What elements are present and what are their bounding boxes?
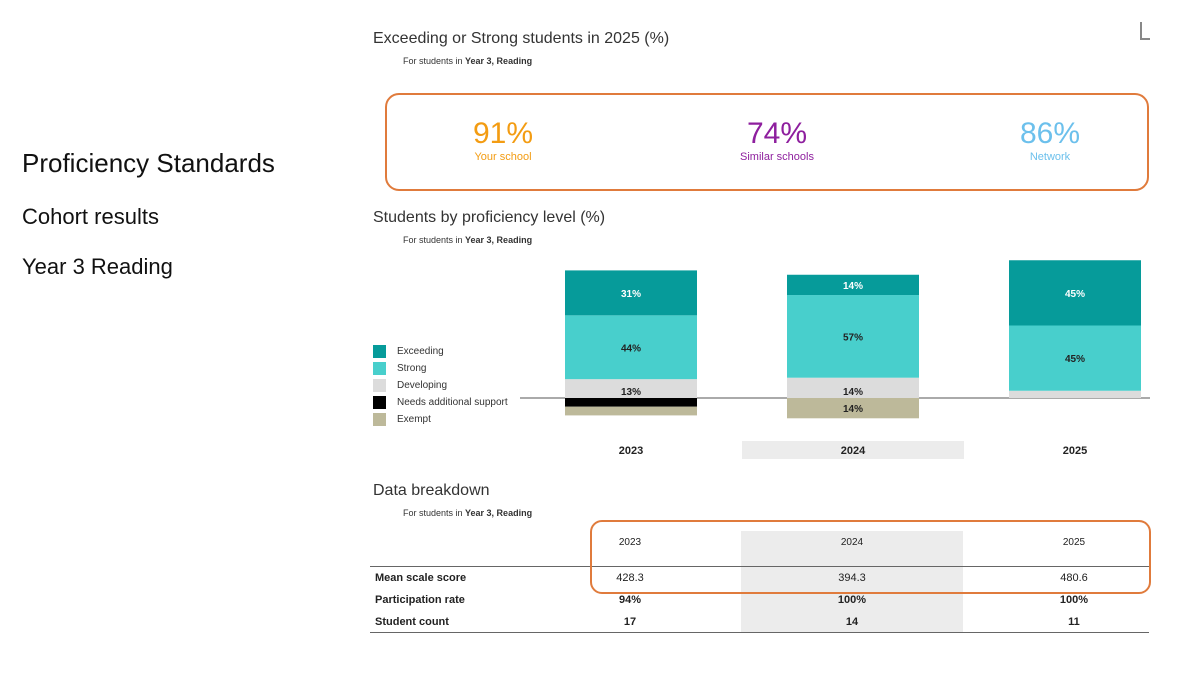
table-cell: 14 xyxy=(845,616,859,628)
table-header-year: 2024 xyxy=(840,537,864,548)
kpi-label: Network xyxy=(1029,151,1071,163)
kpi-section-title: Exceeding or Strong students in 2025 (%) xyxy=(373,30,670,47)
bar-data-label: 14% xyxy=(843,281,863,292)
table-header-year: 2023 xyxy=(618,537,642,548)
x-tick-label: 2024 xyxy=(841,445,866,457)
bar-data-label: 57% xyxy=(843,332,863,343)
legend-swatch xyxy=(373,344,386,358)
table-row-label: Participation rate xyxy=(375,594,465,606)
bar-exceeding xyxy=(565,270,697,316)
table-row-label: Student count xyxy=(375,616,449,628)
bar-exempt xyxy=(565,406,697,416)
kpi-value: 91% xyxy=(472,117,534,150)
legend-swatch xyxy=(373,378,386,392)
legend-item-exceeding: Exceeding xyxy=(373,344,444,358)
kpi-network: 86% Network xyxy=(950,117,1150,164)
bar-developing xyxy=(787,377,919,398)
page-title: Proficiency Standards xyxy=(22,148,275,178)
bar-data-label: 14% xyxy=(843,387,863,398)
bar-strong xyxy=(787,295,919,378)
legend-swatch xyxy=(373,361,386,375)
page-subtitle-year: Year 3 Reading xyxy=(22,254,173,279)
legend-item-strong: Strong xyxy=(373,361,426,375)
legend-item-exempt: Exempt xyxy=(373,412,431,426)
kpi-section-subtitle: For students in Year 3, Reading xyxy=(403,56,533,66)
table-cell: 94% xyxy=(618,594,642,606)
kpi-value: 74% xyxy=(746,117,808,150)
table-header-divider xyxy=(370,566,1149,567)
bar-data-label: 45% xyxy=(1065,289,1085,300)
x-tick-label: 2023 xyxy=(619,445,643,457)
bar-exceeding xyxy=(1009,260,1141,326)
kpi-label: Similar schools xyxy=(740,151,814,163)
bar-needs-additional-support xyxy=(565,398,697,407)
legend-swatch xyxy=(373,395,386,409)
table-cell: 100% xyxy=(1059,594,1089,606)
bar-data-label: 45% xyxy=(1065,354,1085,365)
table-header-year: 2025 xyxy=(1062,537,1086,548)
bar-exceeding xyxy=(787,274,919,296)
bar-data-label: 13% xyxy=(621,387,641,398)
table-bottom-divider xyxy=(370,632,1149,633)
table-cell: 17 xyxy=(623,616,637,628)
page-subtitle: Cohort results xyxy=(22,204,159,229)
table-section-subtitle: For students in Year 3, Reading xyxy=(403,508,533,518)
legend-item-needs-support: Needs additional support xyxy=(373,395,508,409)
x-tick-label: 2025 xyxy=(1063,445,1087,457)
table-cell: 480.6 xyxy=(1060,572,1088,584)
table-section-title: Data breakdown xyxy=(373,482,490,499)
document-icon xyxy=(1140,22,1150,40)
kpi-your-school: 91% Your school xyxy=(403,117,603,164)
bar-data-label: 44% xyxy=(621,343,641,354)
kpi-highlight-box xyxy=(385,93,1149,191)
bar-strong xyxy=(1009,325,1141,391)
bar-exempt xyxy=(787,398,919,419)
bar-data-label: 14% xyxy=(843,404,863,415)
chart-section-subtitle: For students in Year 3, Reading xyxy=(403,235,533,245)
table-cell: 100% xyxy=(837,594,867,606)
kpi-label: Your school xyxy=(474,151,532,163)
table-row-label: Mean scale score xyxy=(375,572,467,584)
table-cell: 394.3 xyxy=(838,572,866,584)
bar-strong xyxy=(565,315,697,380)
legend-swatch xyxy=(373,412,386,426)
kpi-similar-schools: 74% Similar schools xyxy=(677,117,877,164)
category-highlight xyxy=(742,441,964,459)
kpi-value: 86% xyxy=(1019,117,1081,150)
chart-section-title: Students by proficiency level (%) xyxy=(373,209,606,226)
legend-item-developing: Developing xyxy=(373,378,447,392)
bar-developing xyxy=(565,379,697,398)
table-cell: 428.3 xyxy=(616,572,644,584)
bar-developing xyxy=(1009,390,1141,398)
table-highlight-box xyxy=(590,520,1151,594)
table-highlight-column xyxy=(741,531,963,632)
bar-data-label: 31% xyxy=(621,289,641,300)
table-cell: 11 xyxy=(1068,616,1080,628)
